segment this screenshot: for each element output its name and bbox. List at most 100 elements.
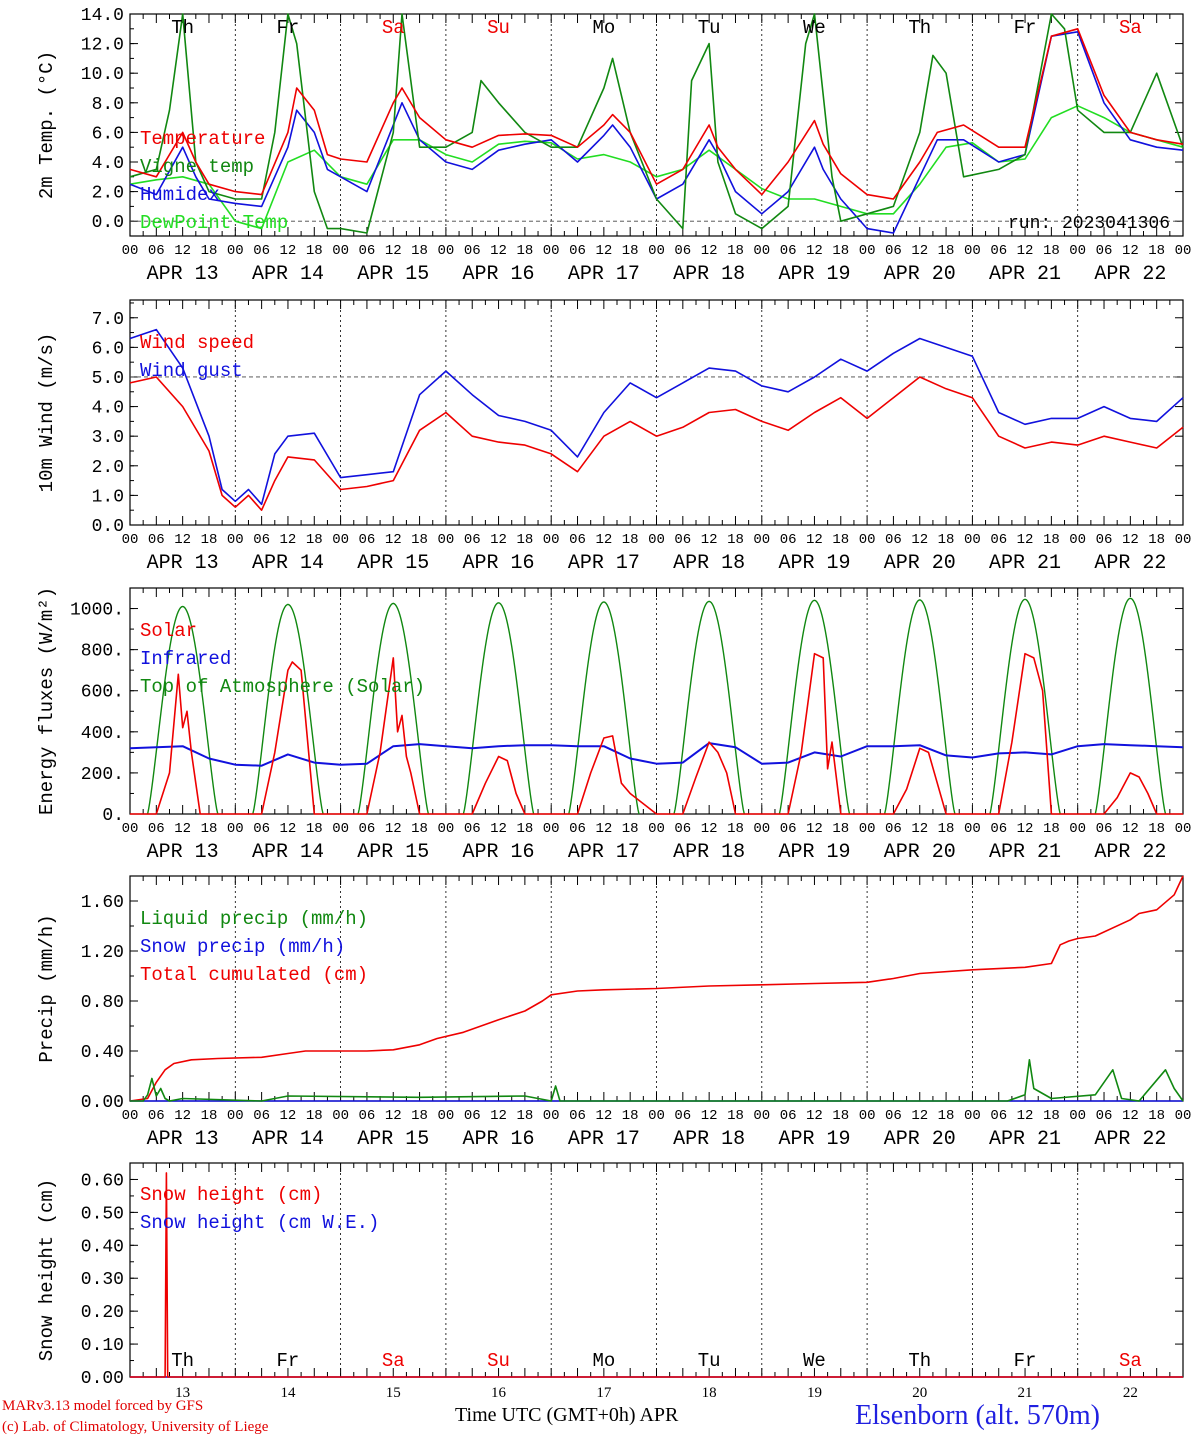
hour-tick-label: 06	[990, 532, 1007, 548]
y-tick-label: 200.	[81, 765, 124, 785]
weekday-label: Th	[171, 1350, 194, 1372]
date-label: APR 15	[357, 1128, 429, 1151]
hour-tick-label: 00	[753, 1108, 770, 1124]
panel-5: 0.60 0.50 0.40 0.30 0.20 0.10 0.00 Snow height …	[36, 1162, 1184, 1401]
y-tick-label: 6.0	[92, 124, 124, 144]
hour-tick-label: 18	[411, 1108, 428, 1124]
legend-entry: Liquid precip (mm/h)	[140, 908, 368, 930]
legend-entry: DewPoint Temp	[140, 212, 288, 234]
hour-tick-label: 18	[201, 1108, 218, 1124]
hour-tick-label: 18	[832, 532, 849, 548]
hour-tick-label: 06	[674, 821, 691, 837]
hour-tick-label: 12	[490, 532, 507, 548]
date-label: APR 21	[989, 263, 1061, 286]
hour-tick-label: 00	[437, 243, 454, 259]
hour-tick-label: 00	[753, 532, 770, 548]
hour-tick-label: 12	[806, 532, 823, 548]
date-label: APR 17	[568, 1128, 640, 1151]
hour-tick-label: 06	[253, 821, 270, 837]
hour-tick-label: 06	[885, 821, 902, 837]
hour-tick-label: 18	[1148, 1108, 1165, 1124]
y-tick-label: 1.0	[92, 487, 124, 507]
hour-tick-label: 18	[1148, 821, 1165, 837]
hour-tick-label: 00	[122, 243, 139, 259]
weekday-label: Fr	[277, 17, 300, 39]
y-tick-label: 0.00	[81, 1093, 124, 1113]
hour-tick-label: 00	[753, 243, 770, 259]
hour-tick-label: 12	[911, 821, 928, 837]
hour-tick-label: 00	[859, 243, 876, 259]
hour-tick-label: 12	[911, 532, 928, 548]
y-tick-label: 0.10	[81, 1336, 124, 1356]
weekday-label: Sa	[1119, 17, 1142, 39]
series-line-snow-height-cm-	[130, 1172, 1183, 1378]
hour-tick-label: 12	[701, 821, 718, 837]
hour-tick-label: 06	[1096, 532, 1113, 548]
hour-tick-label: 12	[174, 821, 191, 837]
hour-tick-label: 00	[543, 821, 560, 837]
hour-tick-label: 12	[595, 1108, 612, 1124]
date-label: APR 17	[568, 552, 640, 575]
hour-tick-label: 00	[227, 243, 244, 259]
hour-tick-label: 00	[964, 532, 981, 548]
hour-tick-label: 18	[306, 821, 323, 837]
station-name: Elsenborn (alt. 570m)	[855, 1400, 1100, 1431]
date-label: APR 22	[1094, 1128, 1166, 1151]
day-number-label: 19	[807, 1385, 822, 1401]
y-tick-label: 1.60	[81, 893, 124, 913]
hour-tick-label: 18	[306, 532, 323, 548]
hour-tick-label: 06	[569, 1108, 586, 1124]
toa-solar-curve	[357, 602, 430, 815]
hour-tick-label: 06	[780, 532, 797, 548]
date-label: APR 18	[673, 1128, 745, 1151]
hour-tick-label: 12	[595, 532, 612, 548]
y-tick-label: 1.20	[81, 943, 124, 963]
toa-solar-curve	[673, 600, 745, 815]
weekday-label: Tu	[698, 17, 721, 39]
hour-tick-label: 06	[569, 243, 586, 259]
hour-tick-label: 00	[964, 243, 981, 259]
hour-tick-label: 18	[306, 1108, 323, 1124]
date-label: APR 22	[1094, 263, 1166, 286]
day-number-label: 17	[596, 1385, 612, 1401]
date-label: APR 19	[778, 1128, 850, 1151]
hour-tick-label: 12	[490, 1108, 507, 1124]
weekday-label: Sa	[1119, 1350, 1142, 1372]
y-tick-label: 0.20	[81, 1303, 124, 1323]
time-axis-label: Time UTC (GMT+0h) APR	[455, 1404, 679, 1426]
hour-tick-label: 00	[122, 532, 139, 548]
weekday-label: Th	[171, 17, 194, 39]
hour-tick-label: 18	[938, 532, 955, 548]
toa-solar-curve	[989, 598, 1061, 815]
hour-tick-label: 18	[306, 243, 323, 259]
hour-tick-label: 18	[201, 821, 218, 837]
hour-tick-label: 06	[780, 243, 797, 259]
date-label: APR 18	[673, 552, 745, 575]
hour-tick-label: 12	[595, 821, 612, 837]
hour-tick-label: 18	[622, 1108, 639, 1124]
date-label: APR 20	[884, 841, 956, 864]
date-label: APR 14	[252, 1128, 324, 1151]
hour-tick-label: 18	[832, 1108, 849, 1124]
weekday-label: Th	[908, 1350, 931, 1372]
hour-tick-label: 06	[1096, 821, 1113, 837]
hour-tick-label: 00	[648, 243, 665, 259]
date-label: APR 13	[147, 1128, 219, 1151]
weekday-label: Su	[487, 17, 510, 39]
hour-tick-label: 00	[543, 243, 560, 259]
hour-tick-label: 06	[148, 243, 165, 259]
legend-entry: Snow height (cm W.E.)	[140, 1212, 379, 1234]
y-tick-label: 4.0	[92, 399, 124, 419]
date-label: APR 22	[1094, 552, 1166, 575]
hour-tick-label: 18	[1148, 243, 1165, 259]
hour-tick-label: 12	[1017, 243, 1034, 259]
date-label: APR 16	[463, 1128, 535, 1151]
hour-tick-label: 06	[1096, 1108, 1113, 1124]
y-tick-label: 5.0	[92, 369, 124, 389]
date-label: APR 15	[357, 263, 429, 286]
weekday-label: We	[803, 1350, 826, 1372]
hour-tick-label: 06	[464, 1108, 481, 1124]
hour-tick-label: 06	[780, 821, 797, 837]
hour-tick-label: 06	[885, 1108, 902, 1124]
